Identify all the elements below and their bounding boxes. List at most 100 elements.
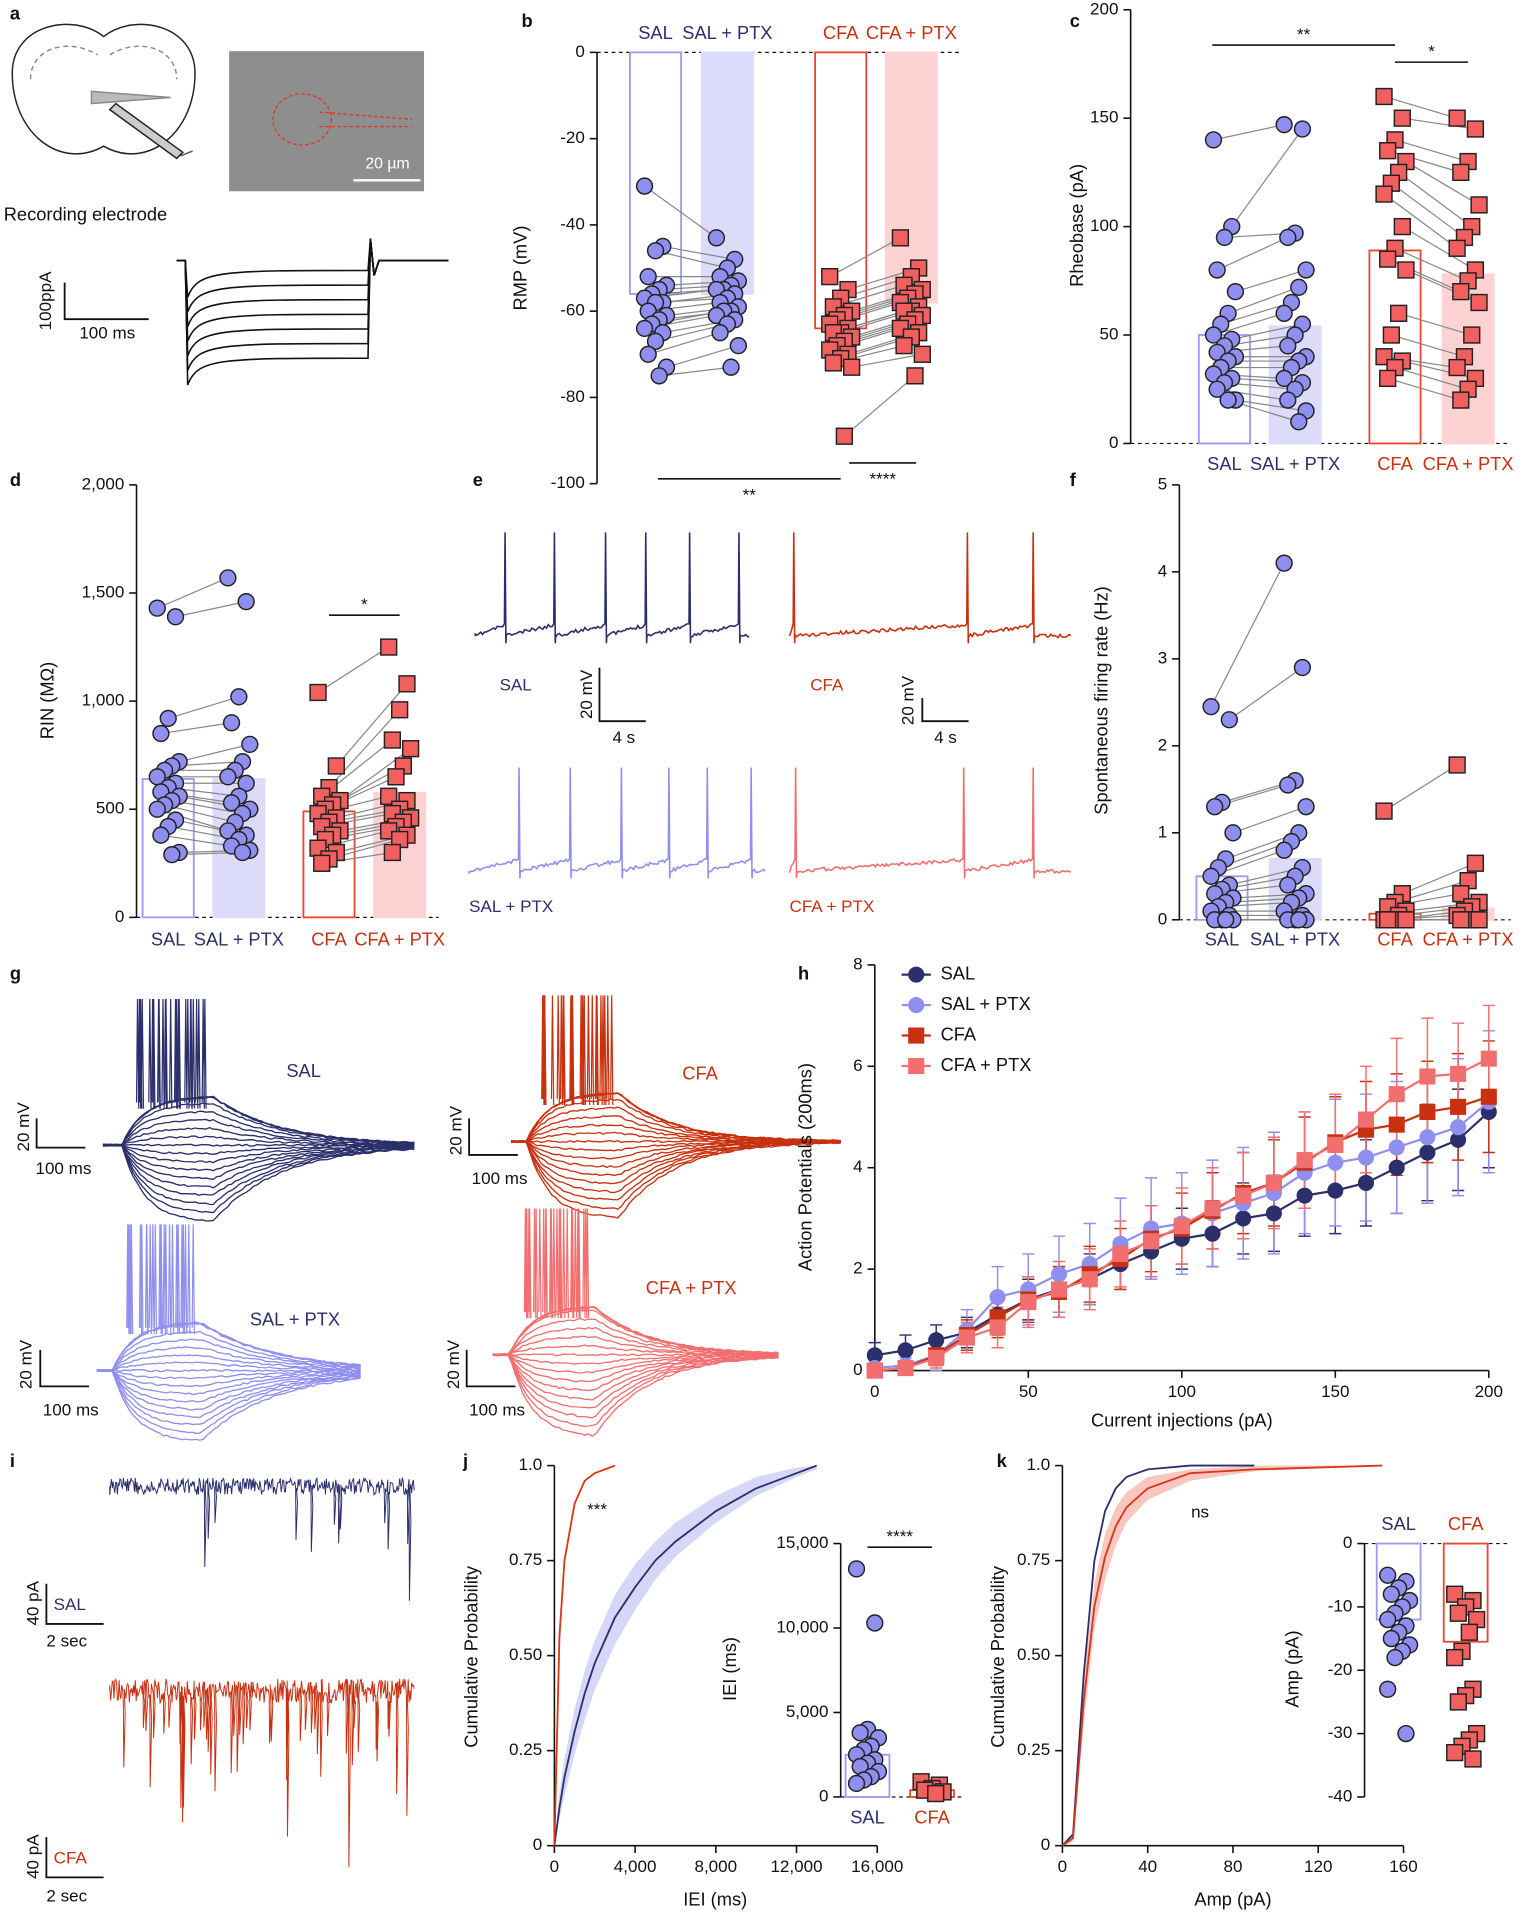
data-point xyxy=(1208,380,1226,398)
y-tick-label: 200 xyxy=(1090,0,1118,18)
pair-line xyxy=(1402,117,1476,130)
trace-label: SAL + PTX xyxy=(250,1308,340,1329)
pair-line xyxy=(829,237,901,278)
trace xyxy=(102,1143,415,1172)
data-point xyxy=(1204,131,1223,149)
x-axis-title: IEI (ms) xyxy=(683,1888,747,1909)
data-point xyxy=(391,701,409,719)
cdf-line xyxy=(553,1464,616,1846)
category-label: CFA xyxy=(311,928,347,949)
pair-line xyxy=(156,577,229,609)
trace xyxy=(102,1143,415,1164)
data-point xyxy=(1480,1088,1497,1105)
scale-bar xyxy=(63,282,149,321)
y-axis-title: Cumulative Probability xyxy=(461,1565,482,1748)
data-point xyxy=(222,714,241,732)
y-tick-label: 0 xyxy=(115,907,124,926)
data-point xyxy=(1379,1680,1397,1698)
trace xyxy=(158,1224,162,1335)
pair-line xyxy=(317,646,390,693)
trace xyxy=(528,1208,532,1319)
trace xyxy=(203,998,207,1109)
category-label: CFA + PTX xyxy=(1423,453,1514,474)
panel-letter: g xyxy=(10,962,21,983)
data-point xyxy=(891,229,910,247)
y-axis-title: RMP (mV) xyxy=(509,226,530,311)
pair-line xyxy=(160,722,232,735)
y-tick-label: 0.50 xyxy=(509,1645,542,1664)
x-axis-title: Current injections (pA) xyxy=(1091,1410,1273,1431)
data-point xyxy=(1208,261,1226,279)
x-tick-label: 200 xyxy=(1475,1382,1503,1401)
trace xyxy=(586,995,591,1105)
trace xyxy=(156,998,161,1109)
x-tick-label: 80 xyxy=(1223,1857,1242,1876)
y-tick-label: 10,000 xyxy=(776,1618,828,1637)
y-tick-label: 100 xyxy=(1090,216,1118,235)
trace xyxy=(573,1208,578,1319)
data-point xyxy=(1279,228,1297,247)
trace xyxy=(170,1224,175,1335)
data-point xyxy=(928,1332,945,1349)
data-point xyxy=(1375,87,1393,106)
trace xyxy=(558,1208,563,1319)
y-tick-label: 5 xyxy=(1158,474,1167,493)
micrograph xyxy=(229,51,425,192)
pair-line xyxy=(851,353,923,368)
data-point xyxy=(1397,1724,1415,1743)
data-point xyxy=(1388,1116,1405,1133)
scale-label: 100ppA xyxy=(36,271,55,330)
data-point xyxy=(1382,1629,1400,1648)
trace xyxy=(191,1224,196,1335)
trace xyxy=(197,998,201,1109)
y-tick-label: 15,000 xyxy=(776,1533,828,1552)
y-axis-title: Amp (pA) xyxy=(1282,1630,1303,1707)
trace xyxy=(109,1678,415,1868)
trace xyxy=(610,995,614,1105)
pair-line xyxy=(179,743,250,763)
scale-label: 4 s xyxy=(934,728,957,747)
data-point xyxy=(1388,1139,1405,1156)
cell-outline xyxy=(272,93,333,146)
y-tick-label: -40 xyxy=(1328,1786,1353,1805)
pair-line xyxy=(1383,764,1458,812)
data-point xyxy=(1290,278,1308,296)
cdf-line xyxy=(1061,1464,1383,1847)
data-point xyxy=(1450,1119,1467,1136)
trace xyxy=(97,1368,361,1373)
data-point xyxy=(152,826,170,844)
pair-line xyxy=(1210,562,1285,707)
data-point xyxy=(895,336,913,355)
trace-label: SAL xyxy=(54,1595,86,1614)
data-point xyxy=(927,1784,945,1803)
data-point xyxy=(387,768,405,786)
pair-line xyxy=(1232,806,1307,834)
significance-label: * xyxy=(361,595,368,614)
pair-line xyxy=(335,683,408,767)
x-tick-label: 8,000 xyxy=(694,1857,737,1876)
data-point xyxy=(1202,867,1220,885)
trace-label: SAL + PTX xyxy=(469,897,554,916)
scale-label: 20 µm xyxy=(365,156,409,173)
data-point xyxy=(1357,1111,1375,1128)
y-tick-label: -60 xyxy=(560,301,585,320)
significance-label: * xyxy=(1428,42,1435,61)
data-point xyxy=(1379,1566,1397,1584)
data-point xyxy=(707,229,726,247)
data-point xyxy=(635,177,654,195)
scale-label: 100 ms xyxy=(35,1159,91,1178)
data-point xyxy=(241,735,259,754)
data-point xyxy=(1327,1136,1344,1153)
trace xyxy=(474,532,750,644)
data-point xyxy=(1470,196,1488,214)
y-tick-label: -20 xyxy=(1328,1660,1353,1679)
data-point xyxy=(1219,391,1237,409)
data-point xyxy=(1452,163,1470,182)
y-tick-label: 50 xyxy=(1099,325,1118,344)
data-point xyxy=(1379,911,1397,929)
trace xyxy=(102,1143,415,1206)
x-tick-label: 0 xyxy=(870,1382,879,1401)
panel-letter: d xyxy=(10,469,21,490)
pair-line xyxy=(648,332,721,355)
scale-bar xyxy=(465,1349,516,1388)
